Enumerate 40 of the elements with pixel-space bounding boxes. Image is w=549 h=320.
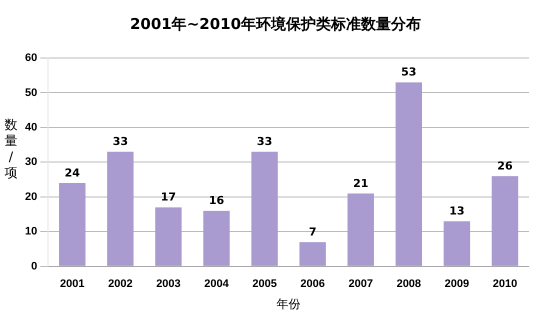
x-tick-label: 2004 xyxy=(204,278,230,290)
x-tick-label: 2003 xyxy=(156,278,181,290)
bar xyxy=(348,193,374,266)
x-tick-label: 2007 xyxy=(348,278,373,290)
bar xyxy=(155,207,182,266)
x-tick-label: 2005 xyxy=(252,278,277,290)
data-label: 33 xyxy=(112,135,128,148)
x-tick-label: 2010 xyxy=(492,278,518,290)
chart-title: 2001年~2010年环境保护类标准数量分布 xyxy=(130,14,422,33)
data-label: 33 xyxy=(256,135,272,148)
data-label: 17 xyxy=(160,190,176,204)
data-label: 21 xyxy=(353,176,368,190)
data-label: 24 xyxy=(64,166,80,180)
y-tick-label: 30 xyxy=(24,156,38,168)
y-tick-label: 60 xyxy=(24,52,38,64)
x-tick-label: 2001 xyxy=(60,278,85,290)
bar xyxy=(251,152,278,266)
data-label: 7 xyxy=(308,225,316,238)
x-tick-label: 2006 xyxy=(300,278,325,290)
x-axis-title: 年份 xyxy=(276,297,301,312)
x-tick-label: 2009 xyxy=(444,278,470,290)
y-tick-label: 20 xyxy=(24,190,38,203)
bar xyxy=(396,82,422,266)
data-label: 53 xyxy=(401,66,416,79)
bar xyxy=(59,183,86,266)
y-tick-label: 40 xyxy=(24,122,38,134)
y-tick-label: 50 xyxy=(24,86,38,99)
y-axis-title: 数量/项 xyxy=(4,118,18,182)
bar xyxy=(444,221,470,266)
data-label: 13 xyxy=(449,204,465,218)
x-tick-label: 2002 xyxy=(108,278,133,290)
bar xyxy=(107,152,134,266)
y-tick-label: 0 xyxy=(31,260,38,272)
data-label: 26 xyxy=(497,159,513,172)
bar xyxy=(299,242,326,266)
data-label: 16 xyxy=(208,194,224,208)
x-tick-label: 2008 xyxy=(396,278,422,290)
bar xyxy=(203,210,230,266)
bar xyxy=(492,176,518,266)
y-tick-label: 10 xyxy=(24,226,38,238)
